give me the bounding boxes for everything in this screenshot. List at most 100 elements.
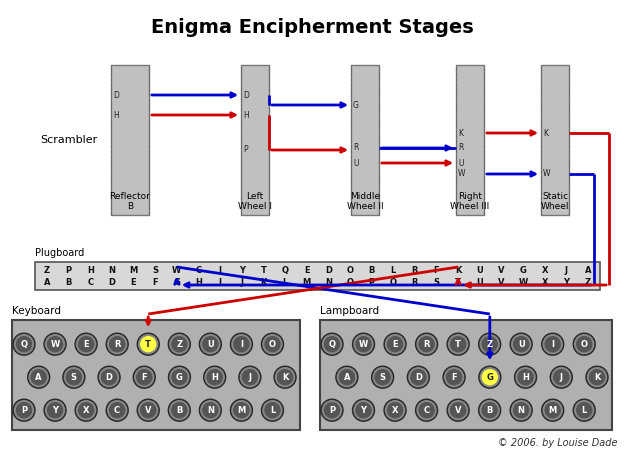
Circle shape — [514, 403, 529, 418]
Bar — [541, 65, 569, 215]
Text: M: M — [302, 278, 311, 287]
Circle shape — [416, 333, 437, 355]
Text: F: F — [152, 278, 158, 287]
Text: S: S — [152, 266, 158, 275]
Text: K: K — [458, 129, 463, 138]
Bar — [111, 65, 149, 215]
Text: A: A — [344, 373, 350, 382]
Text: D: D — [325, 266, 332, 275]
Circle shape — [31, 370, 46, 385]
Circle shape — [44, 333, 66, 355]
Circle shape — [102, 370, 117, 385]
Circle shape — [479, 333, 501, 355]
Circle shape — [46, 401, 64, 419]
Text: Y: Y — [52, 406, 58, 414]
Text: R: R — [114, 340, 121, 349]
Circle shape — [516, 368, 535, 387]
Circle shape — [207, 370, 222, 385]
Text: G: G — [173, 278, 180, 287]
Circle shape — [77, 335, 96, 354]
Circle shape — [449, 401, 468, 419]
Circle shape — [201, 401, 220, 419]
Text: Left
Wheel I: Left Wheel I — [238, 192, 272, 211]
Text: T: T — [261, 266, 266, 275]
Circle shape — [375, 370, 390, 385]
Text: A: A — [585, 266, 591, 275]
Circle shape — [545, 337, 560, 352]
Text: N: N — [108, 266, 116, 275]
Circle shape — [512, 401, 531, 419]
Text: B: B — [66, 278, 72, 287]
Circle shape — [28, 366, 49, 388]
Text: W: W — [51, 340, 59, 349]
Text: W: W — [173, 266, 181, 275]
Circle shape — [447, 333, 469, 355]
Circle shape — [388, 403, 402, 418]
Text: V: V — [498, 266, 505, 275]
Circle shape — [133, 366, 155, 388]
Circle shape — [479, 366, 501, 388]
Circle shape — [338, 368, 356, 387]
Text: W: W — [519, 278, 528, 287]
Circle shape — [265, 403, 280, 418]
Text: U: U — [353, 159, 359, 168]
Text: Z: Z — [176, 340, 182, 349]
Circle shape — [386, 401, 404, 419]
Circle shape — [135, 368, 154, 387]
Circle shape — [543, 401, 562, 419]
Text: R: R — [412, 278, 418, 287]
Circle shape — [138, 333, 159, 355]
Circle shape — [141, 403, 156, 418]
Text: P: P — [243, 145, 248, 154]
Circle shape — [354, 401, 373, 419]
Text: G: G — [519, 266, 526, 275]
Text: E: E — [131, 278, 136, 287]
Bar — [35, 262, 600, 290]
Text: N: N — [518, 406, 524, 414]
Circle shape — [242, 370, 258, 385]
Text: F: F — [434, 266, 439, 275]
Text: Keyboard: Keyboard — [12, 306, 61, 316]
Circle shape — [232, 335, 251, 354]
Text: X: X — [83, 406, 89, 414]
Circle shape — [514, 337, 529, 352]
Circle shape — [480, 401, 499, 419]
Circle shape — [324, 403, 339, 418]
Text: R: R — [412, 266, 418, 275]
Text: V: V — [498, 278, 505, 287]
Circle shape — [261, 399, 284, 421]
Text: I: I — [219, 278, 222, 287]
Text: B: B — [176, 406, 182, 414]
Text: L: L — [282, 278, 288, 287]
Circle shape — [48, 337, 63, 352]
Circle shape — [168, 399, 190, 421]
Text: Q: Q — [390, 278, 397, 287]
Circle shape — [204, 366, 226, 388]
Circle shape — [75, 333, 97, 355]
Circle shape — [13, 333, 35, 355]
Circle shape — [14, 401, 34, 419]
Text: M: M — [129, 266, 138, 275]
Circle shape — [518, 370, 533, 385]
Text: E: E — [304, 266, 309, 275]
Text: B: B — [486, 406, 493, 414]
Circle shape — [169, 366, 191, 388]
Circle shape — [261, 333, 284, 355]
Circle shape — [138, 399, 159, 421]
Text: O: O — [346, 278, 354, 287]
Circle shape — [322, 335, 341, 354]
Circle shape — [263, 335, 282, 354]
Text: K: K — [260, 278, 267, 287]
Text: K: K — [594, 373, 600, 382]
Circle shape — [66, 370, 81, 385]
Text: R: R — [458, 144, 463, 153]
Text: H: H — [87, 266, 94, 275]
Circle shape — [14, 335, 34, 354]
Text: D: D — [106, 373, 112, 382]
Circle shape — [482, 370, 498, 385]
Text: F: F — [451, 373, 457, 382]
Circle shape — [577, 403, 592, 418]
Text: X: X — [392, 406, 398, 414]
Text: P: P — [369, 278, 374, 287]
Circle shape — [203, 403, 218, 418]
